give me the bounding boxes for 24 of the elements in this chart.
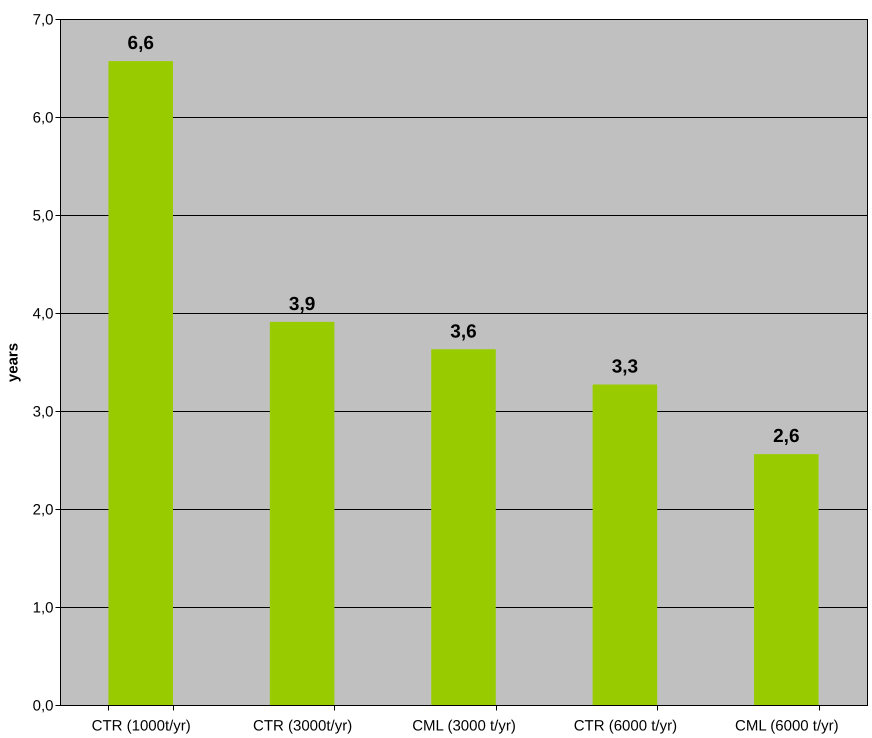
y-tick-label: 2,0 bbox=[32, 502, 54, 518]
y-tick-label: 5,0 bbox=[32, 208, 54, 224]
y-axis-title: years bbox=[4, 342, 22, 382]
data-label: 3,3 bbox=[612, 356, 638, 378]
bar bbox=[754, 454, 819, 705]
y-tick-label: 6,0 bbox=[32, 110, 54, 126]
y-tick-label: 1,0 bbox=[32, 600, 54, 616]
y-tick-label: 4,0 bbox=[32, 306, 54, 322]
x-tick-label: CTR (1000t/yr) bbox=[92, 718, 191, 734]
data-label: 2,6 bbox=[773, 426, 800, 448]
data-label: 3,9 bbox=[288, 294, 316, 315]
x-tick-label: CTR (3000t/yr) bbox=[253, 718, 352, 734]
x-tick-label: CML (3000 t/yr) bbox=[412, 718, 516, 734]
data-label: 6,6 bbox=[127, 33, 154, 54]
bar bbox=[592, 384, 658, 705]
bar bbox=[270, 322, 334, 705]
y-tick-label: 0,0 bbox=[32, 698, 54, 714]
x-tick-label: CTR (6000 t/yr) bbox=[574, 718, 678, 734]
data-label: 3,6 bbox=[450, 321, 477, 342]
bar bbox=[431, 349, 496, 705]
x-tick-label: CML (6000 t/yr) bbox=[734, 718, 839, 734]
y-tick-label: 3,0 bbox=[32, 404, 54, 420]
y-tick-label: 7,0 bbox=[32, 12, 54, 28]
bar bbox=[108, 61, 173, 705]
